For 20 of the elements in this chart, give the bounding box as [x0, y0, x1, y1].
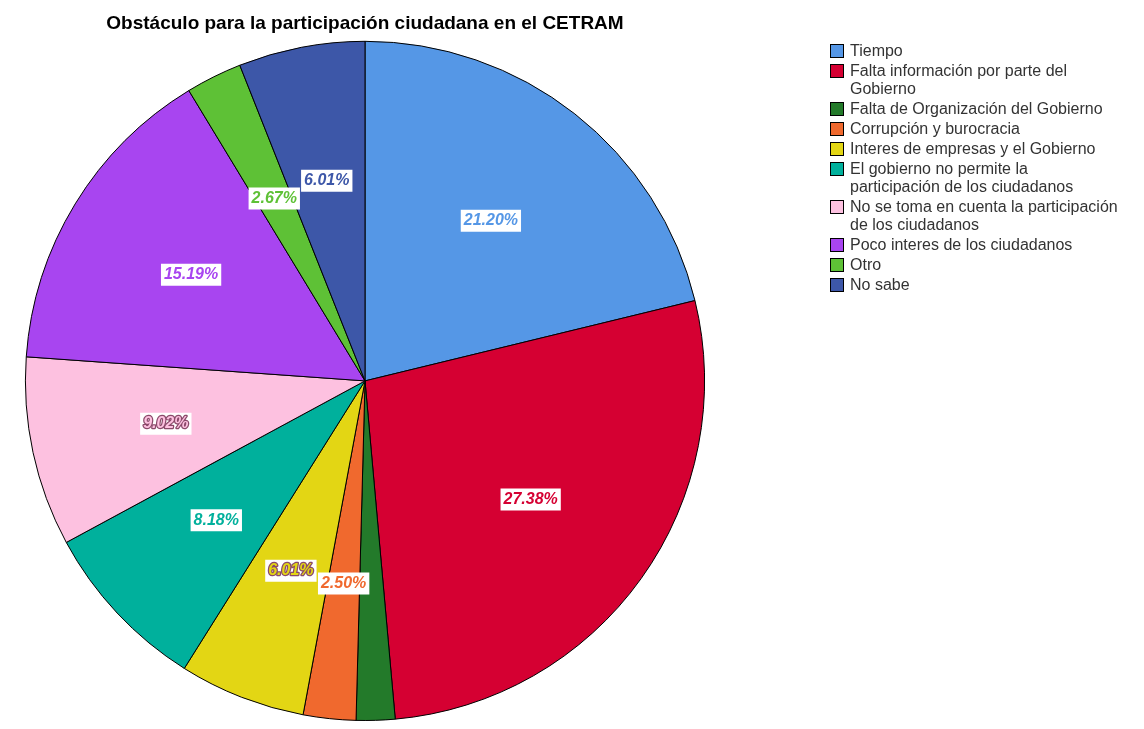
legend-label: No se toma en cuenta la participación de los ciudadanos — [850, 198, 1119, 234]
legend-label: Otro — [850, 256, 882, 274]
data-label: 21.20% — [462, 211, 519, 229]
data-label: 27.38% — [502, 489, 558, 507]
data-label: 15.19% — [163, 265, 219, 283]
legend-label: Poco interes de los ciudadanos — [850, 236, 1073, 254]
data-label: 2.50% — [319, 573, 367, 591]
chart-title: Obstáculo para la participación ciudadana en el CETRAM — [106, 11, 624, 33]
data-label: 6.01% — [304, 171, 350, 189]
legend-label: El gobierno no permite la participación de los ciudadanos — [850, 160, 1075, 196]
data-label: 8.18% — [193, 510, 239, 528]
legend-label: Falta información por parte del Gobierno — [850, 62, 1068, 98]
legend-label: No sabe — [850, 276, 910, 294]
data-label: 2.67% — [250, 188, 297, 206]
legend-label: Falta de Organización del Gobierno — [850, 100, 1103, 118]
data-label: 6.01% — [268, 561, 314, 579]
legend-label: Corrupción y burocracia — [850, 120, 1020, 138]
legend-label: Interes de empresas y el Gobierno — [850, 140, 1096, 158]
data-label: 9.02% — [143, 414, 189, 432]
legend-label: Tiempo — [850, 42, 903, 60]
